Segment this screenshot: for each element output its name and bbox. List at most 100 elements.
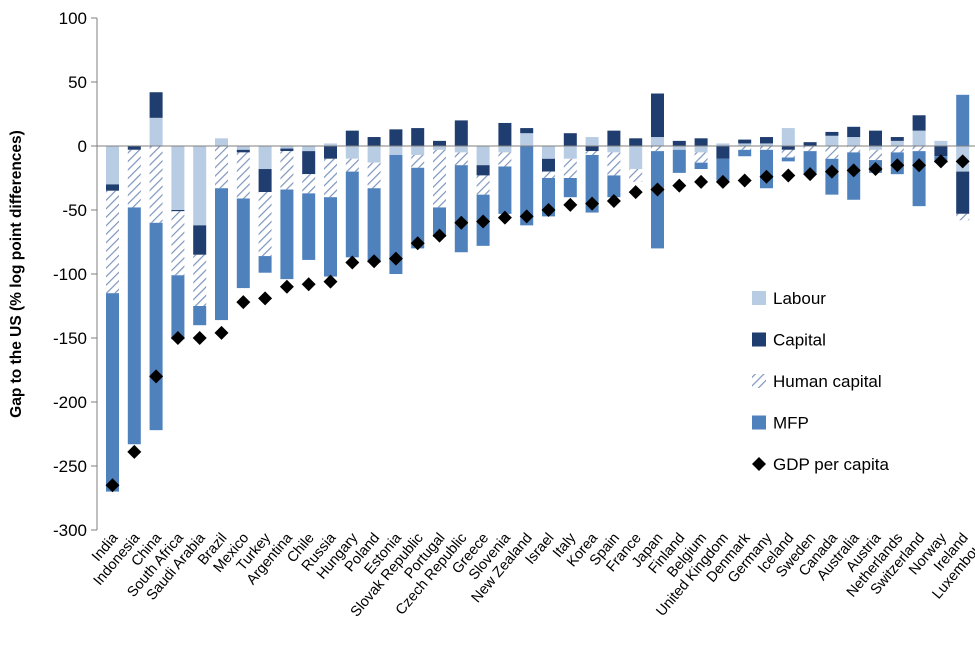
bar-capital-poland [367, 137, 381, 146]
bar-human-capital-russia [324, 158, 337, 198]
bar-capital-germany [760, 137, 773, 144]
bar-labour-korea [585, 137, 599, 146]
bar-capital-australia [847, 126, 861, 138]
y-tick-label: -200 [53, 393, 87, 412]
legend-label-mfp: MFP [773, 414, 809, 433]
bar-labour-denmark [738, 143, 752, 146]
bar-human-capital-china [149, 146, 163, 223]
bar-capital-czech-republic [454, 120, 468, 146]
bar-human-capital-hungary [345, 158, 359, 172]
gdp-marker-hungary [345, 255, 360, 270]
bar-labour-hungary [345, 146, 359, 159]
bar-labour-chile [302, 146, 316, 152]
bar-capital-canada [825, 131, 839, 136]
gdp-marker-netherlands [890, 158, 905, 173]
bar-mfp-united-kingdom [716, 158, 730, 181]
gdp-marker-indonesia [127, 444, 142, 459]
gdp-marker-norway [933, 154, 948, 169]
bar-labour-south-africa [171, 146, 185, 210]
bar-labour-new-zealand [520, 133, 534, 146]
bar-human-capital-iceland [781, 149, 795, 158]
bar-capital-spain [607, 130, 621, 146]
y-tick-label: -250 [53, 457, 87, 476]
bar-mfp-argentina [280, 189, 294, 280]
legend-label-labour: Labour [773, 289, 826, 308]
legend-swatch-capital [752, 332, 766, 347]
y-tick-label: 100 [59, 9, 87, 28]
bar-capital-italy [563, 133, 577, 146]
legend-swatch-gdp-per-capita [752, 457, 766, 471]
bar-labour-slovak-republic [411, 146, 425, 155]
bar-capital-japan [651, 93, 664, 138]
bar-human-capital-poland [367, 162, 381, 189]
bar-labour-canada [825, 135, 839, 146]
bar-labour-germany [760, 143, 773, 146]
bar-human-capital-ireland [956, 213, 970, 221]
bar-capital-chile [302, 151, 316, 175]
gdp-marker-finland [672, 178, 687, 193]
bar-labour-china [149, 117, 163, 146]
bar-mfp-finland [672, 149, 686, 173]
bar-human-capital-slovenia [498, 152, 512, 167]
bar-labour-turkey [258, 146, 272, 170]
bar-capital-norway [934, 146, 948, 157]
gdp-marker-czech-republic [454, 215, 469, 230]
bar-labour-united-kingdom [716, 143, 730, 146]
bar-labour-norway [934, 140, 948, 146]
bar-human-capital-netherlands [890, 146, 904, 153]
y-tick-label: 0 [78, 137, 87, 156]
gdp-marker-switzerland [912, 158, 927, 173]
bar-human-capital-turkey [258, 192, 272, 257]
bar-labour-brazil [215, 138, 228, 146]
bar-mfp-estonia [389, 154, 403, 274]
gdp-marker-argentina [279, 279, 294, 294]
gdp-markers [105, 154, 970, 493]
bar-mfp-slovak-republic [411, 167, 425, 249]
bar-human-capital-austria [869, 149, 882, 161]
bar-labour-iceland [781, 128, 795, 146]
bar-human-capital-switzerland [912, 146, 926, 152]
legend-swatch-human-capital [752, 374, 766, 388]
bar-labour-japan [651, 137, 664, 146]
gdp-marker-canada [824, 164, 839, 179]
bar-capital-ireland [956, 171, 970, 214]
gdp-marker-spain [606, 194, 621, 209]
bar-capital-russia [324, 146, 337, 159]
gdp-marker-sweden [803, 167, 818, 182]
gdp-marker-slovak-republic [410, 236, 425, 251]
gdp-marker-chile [301, 277, 316, 292]
bar-human-capital-israel [542, 171, 555, 178]
bar-mfp-mexico [236, 198, 250, 289]
bar-capital-slovenia [498, 122, 512, 146]
bar-capital-netherlands [890, 137, 904, 141]
gdp-marker-iceland [781, 168, 796, 183]
gdp-marker-austria [868, 162, 883, 177]
bar-labour-mexico [236, 146, 250, 150]
bar-capital-estonia [389, 129, 403, 146]
bar-labour-belgium [694, 146, 708, 153]
legend: Labour Capital Human capital MFP GDP per cap… [752, 289, 889, 474]
gdp-marker-poland [367, 254, 382, 269]
bars-layer [106, 92, 970, 492]
bar-mfp-spain [607, 175, 621, 198]
bar-human-capital-germany [760, 146, 773, 150]
bar-human-capital-portugal [433, 149, 446, 208]
bar-labour-finland [672, 146, 686, 150]
gdp-marker-new-zealand [519, 209, 534, 224]
bar-labour-saudi-arabia [193, 146, 207, 226]
bar-capital-austria [869, 130, 882, 146]
gdp-marker-france [628, 185, 643, 200]
y-tick-label: -150 [53, 329, 87, 348]
gdp-marker-mexico [236, 295, 251, 310]
bar-human-capital-france [629, 169, 643, 182]
bar-labour-france [629, 146, 643, 170]
bar-mfp-iceland [781, 157, 795, 162]
bar-labour-australia [847, 137, 861, 146]
bar-mfp-korea [585, 154, 599, 213]
bar-labour-india [106, 146, 119, 185]
bar-labour-russia [324, 143, 337, 146]
bar-capital-india [106, 184, 119, 191]
gdp-marker-brazil [214, 325, 229, 340]
gdp-marker-israel [541, 203, 556, 217]
bar-labour-estonia [389, 146, 403, 155]
